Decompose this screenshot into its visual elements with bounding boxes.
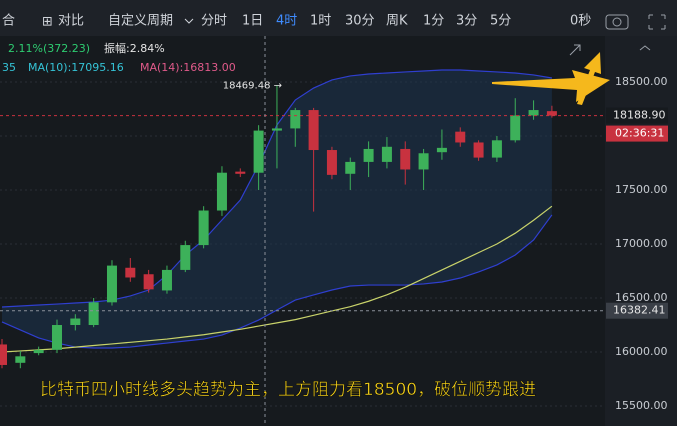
bollinger-fill [2, 69, 552, 349]
candle-body [51, 325, 62, 350]
countdown: 02:36:31 [615, 127, 664, 140]
collapse-icon[interactable] [639, 45, 651, 51]
toolbar-item: 4时 [276, 14, 297, 29]
compare-icon: ⊞ [42, 15, 53, 30]
ma-prefix: 35 [2, 61, 16, 74]
y-tick-label: 15500.00 [615, 399, 668, 412]
candle-body [381, 146, 392, 162]
countdown-box [606, 125, 668, 142]
candle-body [510, 115, 521, 141]
candle-body [491, 140, 502, 158]
y-tick-label: 17500.00 [615, 183, 668, 196]
candle-body [546, 111, 557, 116]
toolbar-item: 分时 [201, 14, 227, 29]
candle-body [143, 274, 154, 290]
y-tick-label: 16000.00 [615, 345, 668, 358]
candle-body [363, 148, 374, 162]
amplitude: 振幅:2.84% [104, 41, 165, 55]
toolbar-item: 1日 [242, 14, 263, 29]
candle-body [436, 147, 447, 153]
toolbar-item: 合 [2, 14, 15, 29]
candle-body [418, 153, 429, 170]
toolbar-item: 5分 [490, 14, 511, 29]
candle-body [180, 245, 191, 270]
toolbar-item: 周K [386, 14, 408, 29]
toolbar-item: 3分 [456, 14, 477, 29]
price-axis [605, 36, 677, 426]
candle-body [15, 356, 26, 363]
ma14: MA(14):16813.00 [140, 61, 236, 74]
candle-body [216, 172, 227, 211]
candle-body [345, 161, 356, 174]
candle-body [0, 344, 7, 365]
candle-body [308, 110, 319, 151]
candle-body [290, 110, 301, 129]
dropdown-arrow [184, 18, 194, 24]
plot [0, 69, 605, 369]
camera-icon[interactable] [605, 14, 629, 30]
camera-lens [612, 17, 622, 27]
change: 2.11%(372.23) [8, 42, 90, 55]
countdown-setting: 0秒 [570, 14, 591, 29]
candle-body [106, 265, 117, 303]
candle-body [235, 171, 246, 174]
y-tick-label: 16500.00 [615, 291, 668, 304]
arrow-annotation [577, 52, 601, 105]
toolbar-item: 1分 [423, 14, 444, 29]
expand-icon[interactable] [569, 44, 581, 56]
candle-body [88, 302, 99, 326]
candle-body [455, 131, 466, 143]
toolbar-item: 30分 [345, 14, 375, 29]
toolbar [0, 0, 677, 36]
caption: 比特币四小时线多头趋势为主，上方阻力看18500，破位顺势跟进 [40, 380, 536, 400]
candle-body [253, 130, 264, 173]
last-price: 18188.90 [613, 109, 666, 122]
toolbar-item: 自定义周期 [108, 14, 173, 29]
crosshair-box [606, 302, 668, 319]
candle-body [528, 110, 539, 116]
fullscreen-icon[interactable] [648, 14, 666, 30]
indicator-line [1, 205, 553, 353]
grid: 18500.0018000.0017500.0017000.0016500.00… [0, 75, 668, 412]
arrow-annotation [492, 70, 610, 102]
y-tick-label: 17000.00 [615, 237, 668, 250]
candle-body [271, 128, 282, 131]
candle-body [198, 210, 209, 246]
candle-body [400, 148, 411, 170]
last-price-box [606, 107, 668, 124]
candle-body [125, 267, 136, 278]
candle-body [326, 150, 337, 175]
high-annotation: 18469.48 → [223, 80, 282, 91]
y-tick-label: 18500.00 [615, 75, 668, 88]
candle-body [33, 349, 44, 354]
toolbar-item: 对比 [58, 14, 84, 29]
crosshair-price: 16382.41 [613, 304, 666, 317]
ma10: MA(10):17095.16 [28, 61, 124, 74]
toolbar-item: 1时 [310, 14, 331, 29]
candle-body [473, 142, 484, 158]
candle-body [161, 269, 172, 291]
candle-body [70, 318, 81, 326]
toolbar-items: 合 对比 自定义周期 分时 1日 4时 1时 30分 周K 1分 3分 5分 0秒 [2, 14, 591, 29]
indicator-line [1, 214, 553, 349]
